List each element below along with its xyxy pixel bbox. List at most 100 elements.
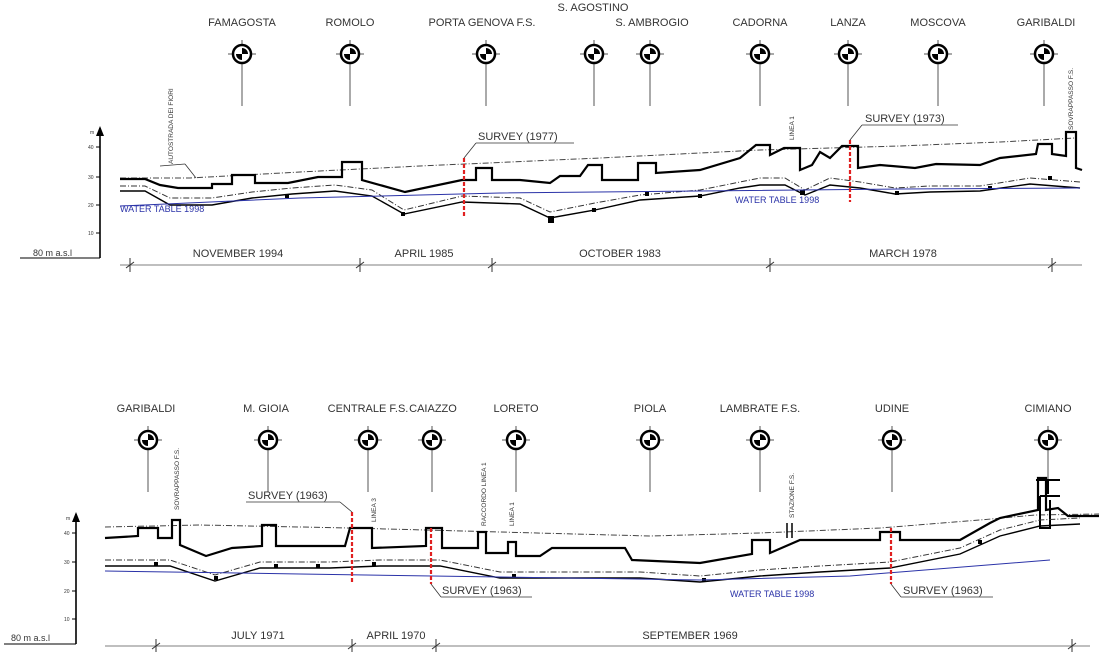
construction-date: APRIL 1985 bbox=[395, 248, 454, 260]
survey-leader bbox=[890, 583, 902, 598]
metro-station-icon bbox=[876, 424, 908, 494]
metro-station-icon bbox=[922, 38, 954, 108]
sump-marker bbox=[548, 216, 554, 223]
datum-label: 80 m a.s.l bbox=[33, 248, 72, 258]
tunnel-invert-line bbox=[105, 517, 1081, 577]
station-label-piola: PIOLA bbox=[634, 403, 667, 415]
water-table-line bbox=[104, 559, 1051, 581]
timeline-ticks bbox=[125, 258, 1057, 272]
station-label-cimiano: CIMIANO bbox=[1024, 403, 1072, 415]
tunnel-invert-line bbox=[120, 183, 1081, 219]
station-label-moscova: MOSCOVA bbox=[910, 17, 966, 29]
vertical-label-raccordo-linea-1: RACCORDO LINEA 1 bbox=[481, 462, 488, 526]
metro-station-icon bbox=[470, 38, 502, 108]
bottom-profile: GARIBALDI M. GIOIA CENTRALE F.S. CAIAZZO… bbox=[4, 403, 1099, 652]
leader-line bbox=[159, 163, 186, 167]
water-table-label: WATER TABLE 1998 bbox=[730, 589, 814, 599]
sump-marker bbox=[316, 564, 320, 568]
water-table-label: WATER TABLE 1998 bbox=[120, 204, 204, 214]
station-label-lanza: LANZA bbox=[830, 17, 866, 29]
station-label-centrale: CENTRALE F.S. bbox=[328, 403, 409, 415]
station-label-m-gioia: M. GIOIA bbox=[243, 403, 290, 415]
survey-leader bbox=[430, 583, 442, 598]
elevation-scale: m 40 30 20 10 80 m a.s.l bbox=[20, 126, 104, 259]
station-label-porta-genova: PORTA GENOVA F.S. bbox=[429, 17, 536, 29]
vertical-label-sovrappasso: SOVRAPPASSO F.S. bbox=[174, 448, 181, 510]
station-label-udine: UDINE bbox=[875, 403, 909, 415]
sump-marker bbox=[988, 186, 992, 190]
sump-marker bbox=[800, 190, 805, 195]
leader-line bbox=[184, 163, 197, 179]
metro-station-icon bbox=[634, 38, 666, 108]
scale-tick: 40 bbox=[88, 145, 94, 151]
tunnel-crown-line bbox=[104, 476, 1099, 565]
tunnel-crown-line bbox=[120, 130, 1083, 194]
metro-station-icon bbox=[416, 424, 448, 494]
datum-label: 80 m a.s.l bbox=[11, 633, 50, 643]
vertical-label-linea-1: LINEA 1 bbox=[509, 502, 516, 526]
scale-tick: 30 bbox=[88, 175, 94, 181]
sump-marker bbox=[592, 208, 596, 212]
survey-label: SURVEY (1963) bbox=[903, 585, 983, 597]
station-label-garibaldi: GARIBALDI bbox=[1017, 17, 1076, 29]
construction-date: SEPTEMBER 1969 bbox=[642, 630, 737, 642]
station-label-s-ambrogio: S. AMBROGIO bbox=[615, 17, 689, 29]
vertical-label-autostrada: AUTOSTRADA DEI FIORI bbox=[168, 88, 175, 164]
construction-date: OCTOBER 1983 bbox=[579, 248, 661, 260]
station-label-s-agostino: S. AGOSTINO bbox=[558, 2, 629, 14]
sump-marker bbox=[978, 540, 982, 544]
water-table-label: WATER TABLE 1998 bbox=[735, 195, 819, 205]
construction-date: APRIL 1970 bbox=[367, 630, 426, 642]
top-profile: FAMAGOSTA ROMOLO PORTA GENOVA F.S. S. AG… bbox=[20, 2, 1083, 272]
scale-tick: 10 bbox=[88, 231, 94, 237]
sump-marker bbox=[512, 574, 516, 578]
metro-station-icon bbox=[132, 424, 164, 494]
station-label-romolo: ROMOLO bbox=[326, 17, 375, 29]
metro-station-icon bbox=[744, 38, 776, 108]
metro-station-icon bbox=[334, 38, 366, 108]
timeline-ticks bbox=[151, 639, 1077, 652]
sump-marker bbox=[698, 194, 702, 198]
vertical-label-stazione-fs: STAZIONE F.S. bbox=[789, 473, 796, 518]
water-table-line bbox=[119, 187, 1081, 207]
scale-tick: 20 bbox=[64, 589, 70, 595]
station-label-cadorna: CADORNA bbox=[732, 17, 788, 29]
scale-unit: m bbox=[66, 516, 70, 522]
scale-tick: 40 bbox=[64, 531, 70, 537]
station-label-famagosta: FAMAGOSTA bbox=[208, 17, 276, 29]
metro-station-icon bbox=[252, 424, 284, 494]
sump-marker bbox=[285, 194, 289, 198]
station-label-caiazzo: CAIAZZO bbox=[409, 403, 457, 415]
sump-marker bbox=[895, 191, 899, 195]
survey-label: SURVEY (1963) bbox=[442, 585, 522, 597]
elevation-scale: m 40 30 20 10 80 m a.s.l bbox=[4, 512, 80, 645]
scale-tick: 20 bbox=[88, 203, 94, 209]
vertical-label-linea-3: LINEA 3 bbox=[371, 498, 378, 522]
tunnel-invert-line bbox=[120, 177, 1081, 213]
metro-station-icon bbox=[226, 38, 258, 108]
ground-surface-line bbox=[120, 137, 1076, 179]
metro-station-icon bbox=[832, 38, 864, 108]
ground-surface-line bbox=[104, 513, 1099, 537]
sump-marker bbox=[1048, 176, 1052, 180]
vertical-label-linea-1: LINEA 1 bbox=[789, 116, 796, 140]
construction-date: NOVEMBER 1994 bbox=[193, 248, 283, 260]
construction-date: MARCH 1978 bbox=[869, 248, 937, 260]
survey-label: SURVEY (1973) bbox=[865, 113, 945, 125]
metro-station-icon bbox=[352, 424, 384, 494]
sump-marker bbox=[154, 562, 158, 566]
station-building bbox=[1036, 479, 1060, 529]
sump-marker bbox=[274, 564, 278, 568]
survey-leader bbox=[463, 142, 477, 159]
survey-leader bbox=[339, 501, 353, 513]
survey-label: SURVEY (1963) bbox=[248, 490, 328, 502]
survey-leader bbox=[849, 124, 863, 141]
metro-station-icon bbox=[744, 424, 776, 494]
metro-station-icon bbox=[634, 424, 666, 494]
sump-marker bbox=[401, 212, 405, 216]
sump-marker bbox=[645, 192, 649, 196]
station-label-loreto: LORETO bbox=[493, 403, 538, 415]
metro-station-icon bbox=[578, 38, 610, 108]
station-label-garibaldi: GARIBALDI bbox=[117, 403, 176, 415]
